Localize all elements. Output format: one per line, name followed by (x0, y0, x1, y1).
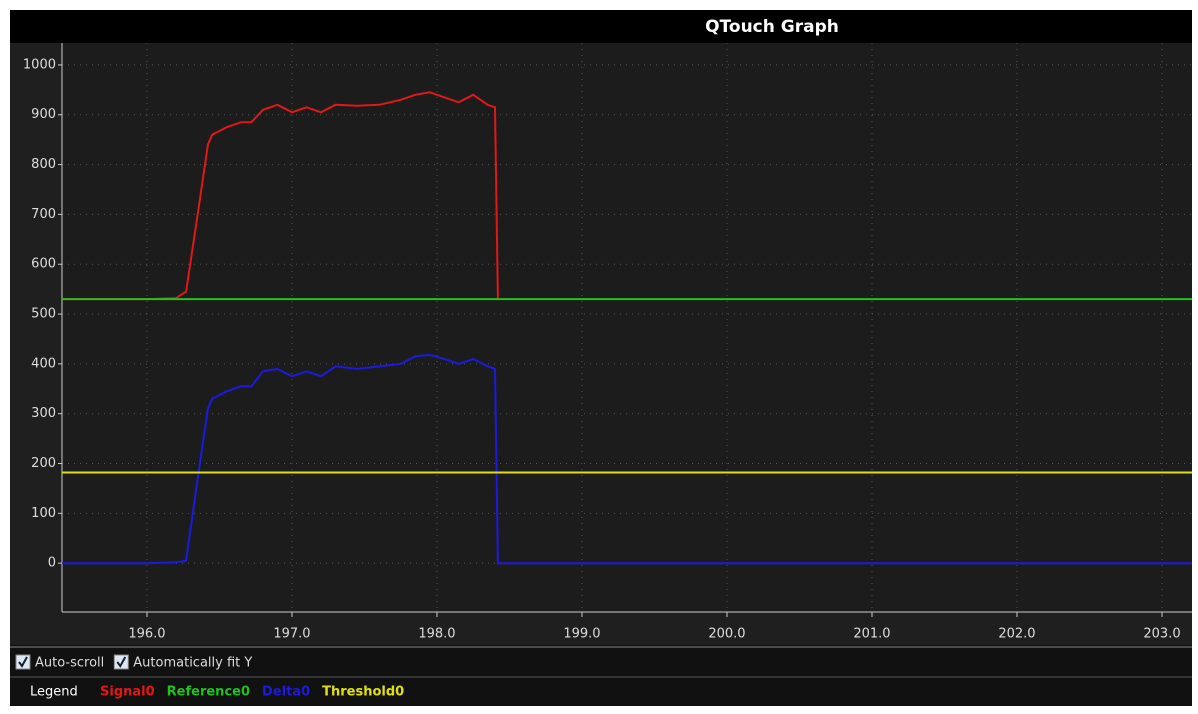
x-tick-label: 199.0 (563, 627, 600, 642)
y-tick-label: 700 (31, 207, 56, 222)
y-tick-label: 100 (31, 506, 56, 521)
legend-entry: Delta0 (262, 685, 310, 700)
chart-title: QTouch Graph (705, 17, 839, 37)
checkmark (18, 656, 28, 668)
x-tick-label: 196.0 (128, 627, 165, 642)
x-tick-label: 201.0 (853, 627, 890, 642)
y-tick-label: 600 (31, 257, 56, 272)
x-tick-label: 202.0 (998, 627, 1035, 642)
checkbox[interactable] (15, 654, 31, 670)
checkbox-label[interactable]: Automatically fit Y (133, 656, 252, 671)
x-tick-label: 197.0 (273, 627, 310, 642)
y-tick-label: 900 (31, 107, 56, 122)
y-tick-label: 0 (48, 556, 56, 571)
checkbox-label[interactable]: Auto-scroll (35, 656, 104, 671)
checkmark (116, 656, 127, 668)
y-tick-label: 500 (31, 307, 56, 322)
control-area (10, 645, 1192, 706)
y-tick-label: 200 (31, 456, 56, 471)
legend-entry: Signal0 (100, 685, 155, 700)
legend-entry: Threshold0 (322, 685, 404, 700)
y-tick-label: 800 (31, 157, 56, 172)
y-tick-label: 400 (31, 356, 56, 371)
title-bar (10, 10, 1192, 43)
plot-area (62, 43, 1192, 612)
series-line (62, 91, 499, 301)
checkbox[interactable] (113, 654, 129, 670)
x-tick-label: 203.0 (1143, 627, 1180, 642)
legend-title: Legend (30, 685, 78, 700)
y-tick-label: 1000 (23, 57, 56, 72)
legend-entry: Reference0 (167, 685, 250, 700)
x-tick-label: 200.0 (708, 627, 745, 642)
x-tick-label: 198.0 (418, 627, 455, 642)
y-tick-label: 300 (31, 406, 56, 421)
series-line (62, 353, 1192, 565)
